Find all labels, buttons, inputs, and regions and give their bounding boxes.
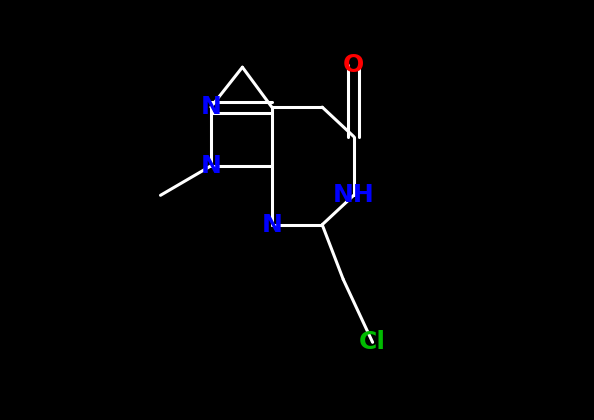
Text: N: N [200,95,222,119]
Text: NH: NH [333,183,375,207]
Text: O: O [343,53,364,77]
Text: N: N [200,154,222,178]
Text: N: N [261,213,282,237]
Text: Cl: Cl [359,330,386,354]
